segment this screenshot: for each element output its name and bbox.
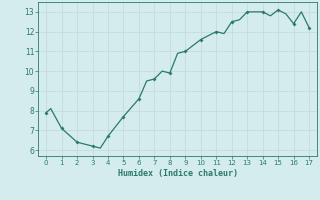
X-axis label: Humidex (Indice chaleur): Humidex (Indice chaleur) xyxy=(118,169,238,178)
